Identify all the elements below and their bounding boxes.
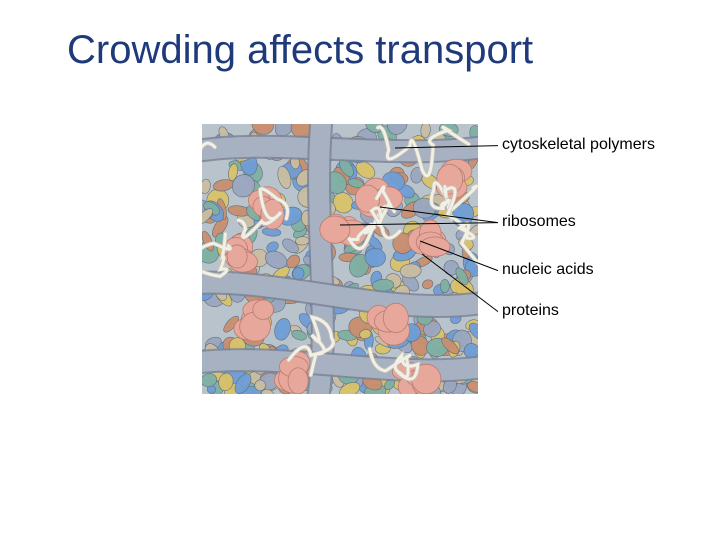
label-cytoskeletal: cytoskeletal polymers bbox=[502, 136, 655, 154]
slide-title: Crowding affects transport bbox=[67, 28, 533, 73]
crowding-svg bbox=[202, 124, 478, 394]
label-ribosomes: ribosomes bbox=[502, 213, 576, 231]
slide: Crowding affects transport cytoskeletal … bbox=[0, 0, 720, 540]
label-nucleic: nucleic acids bbox=[502, 261, 594, 279]
crowding-image bbox=[202, 124, 478, 394]
label-proteins: proteins bbox=[502, 302, 559, 320]
